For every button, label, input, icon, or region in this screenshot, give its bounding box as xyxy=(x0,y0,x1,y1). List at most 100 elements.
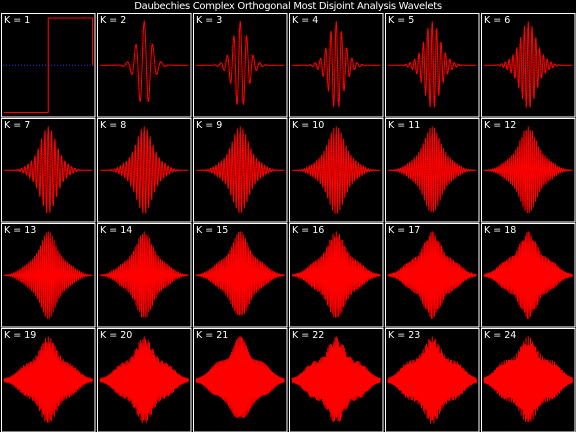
panel-border xyxy=(385,223,480,328)
panel-k-7: K = 7 xyxy=(1,118,96,223)
real-part-line xyxy=(387,126,477,213)
panel-k-14: K = 14 xyxy=(97,223,192,328)
panel-label: K = 21 xyxy=(196,330,228,341)
real-part-line xyxy=(387,231,477,319)
imag-part-line xyxy=(100,133,189,208)
panel-border xyxy=(193,223,288,328)
real-part-line xyxy=(100,19,189,103)
panel-label: K = 16 xyxy=(292,225,324,236)
real-part-line xyxy=(4,17,94,114)
real-part-line xyxy=(195,126,285,214)
panel-k-6: K = 6 xyxy=(481,13,576,118)
real-part-line xyxy=(291,336,381,423)
panel-border xyxy=(385,328,480,432)
panel-k-19: K = 19 xyxy=(1,328,96,432)
panel-border xyxy=(97,13,192,118)
panel-label: K = 8 xyxy=(100,120,126,131)
panel-border xyxy=(97,328,192,432)
panel-label: K = 24 xyxy=(484,330,516,341)
real-part-line xyxy=(388,21,477,108)
panel-label: K = 12 xyxy=(484,120,516,131)
panel-k-20: K = 20 xyxy=(97,328,192,432)
real-part-line xyxy=(291,231,381,318)
real-part-line xyxy=(196,21,285,105)
panel-label: K = 11 xyxy=(388,120,420,131)
panel-k-15: K = 15 xyxy=(193,223,288,328)
panel-border xyxy=(289,328,384,432)
panel-border xyxy=(193,13,288,118)
real-part-line xyxy=(195,231,285,316)
panel-k-4: K = 4 xyxy=(289,13,384,118)
panel-border xyxy=(1,223,96,328)
panel-border xyxy=(481,328,576,432)
panel-border xyxy=(481,118,576,223)
panel-label: K = 23 xyxy=(388,330,420,341)
imag-part-line xyxy=(291,134,381,207)
panel-k-17: K = 17 xyxy=(385,223,480,328)
imag-part-line xyxy=(195,133,285,208)
panel-k-22: K = 22 xyxy=(289,328,384,432)
panel-k-8: K = 8 xyxy=(97,118,192,223)
panel-label: K = 4 xyxy=(292,15,318,26)
figure-title: Daubechies Complex Orthogonal Most Disjo… xyxy=(134,1,442,12)
real-part-line xyxy=(3,126,93,214)
panel-label: K = 5 xyxy=(388,15,414,26)
panel-label: K = 7 xyxy=(4,120,30,131)
real-part-line xyxy=(195,336,285,418)
panel-k-9: K = 9 xyxy=(193,118,288,223)
real-part-line xyxy=(483,336,573,422)
panel-label: K = 3 xyxy=(196,15,222,26)
panel-label: K = 10 xyxy=(292,120,324,131)
panel-border xyxy=(385,118,480,223)
panel-k-2: K = 2 xyxy=(97,13,192,118)
panel-border xyxy=(289,13,384,118)
panel-k-11: K = 11 xyxy=(385,118,480,223)
panel-border xyxy=(193,118,288,223)
panel-label: K = 2 xyxy=(100,15,126,26)
real-part-line xyxy=(99,126,189,214)
panel-k-18: K = 18 xyxy=(481,223,576,328)
panel-border xyxy=(1,328,96,432)
panel-label: K = 6 xyxy=(484,15,510,26)
real-part-line xyxy=(3,231,93,319)
panel-label: K = 20 xyxy=(100,330,132,341)
panel-label: K = 1 xyxy=(4,15,30,26)
real-part-line xyxy=(291,126,381,214)
panel-k-21: K = 21 xyxy=(193,328,288,432)
panel-k-16: K = 16 xyxy=(289,223,384,328)
panel-label: K = 9 xyxy=(196,120,222,131)
imag-part-line xyxy=(387,133,477,207)
panel-label: K = 13 xyxy=(4,225,36,236)
panel-k-5: K = 5 xyxy=(385,13,480,118)
panel-label: K = 14 xyxy=(100,225,132,236)
real-part-line xyxy=(99,336,189,424)
panel-k-3: K = 3 xyxy=(193,13,288,118)
panel-border xyxy=(481,223,576,328)
panel-border xyxy=(481,13,576,118)
panel-k-13: K = 13 xyxy=(1,223,96,328)
panel-k-10: K = 10 xyxy=(289,118,384,223)
panel-label: K = 19 xyxy=(4,330,36,341)
panel-border xyxy=(385,13,480,118)
panel-border xyxy=(289,118,384,223)
panel-border xyxy=(1,118,96,223)
real-part-line xyxy=(484,21,573,108)
panel-k-1: K = 1 xyxy=(1,13,96,118)
real-part-line xyxy=(483,231,573,319)
panel-label: K = 18 xyxy=(484,225,516,236)
panel-k-12: K = 12 xyxy=(481,118,576,223)
panel-border xyxy=(193,328,288,432)
panel-border xyxy=(97,118,192,223)
real-part-line xyxy=(387,336,477,424)
panel-k-23: K = 23 xyxy=(385,328,480,432)
panel-border xyxy=(289,223,384,328)
panel-label: K = 17 xyxy=(388,225,420,236)
panel-label: K = 22 xyxy=(292,330,324,341)
panel-label: K = 15 xyxy=(196,225,228,236)
panel-k-24: K = 24 xyxy=(481,328,576,432)
real-part-line xyxy=(3,336,93,423)
panel-border xyxy=(97,223,192,328)
real-part-line xyxy=(292,21,381,108)
